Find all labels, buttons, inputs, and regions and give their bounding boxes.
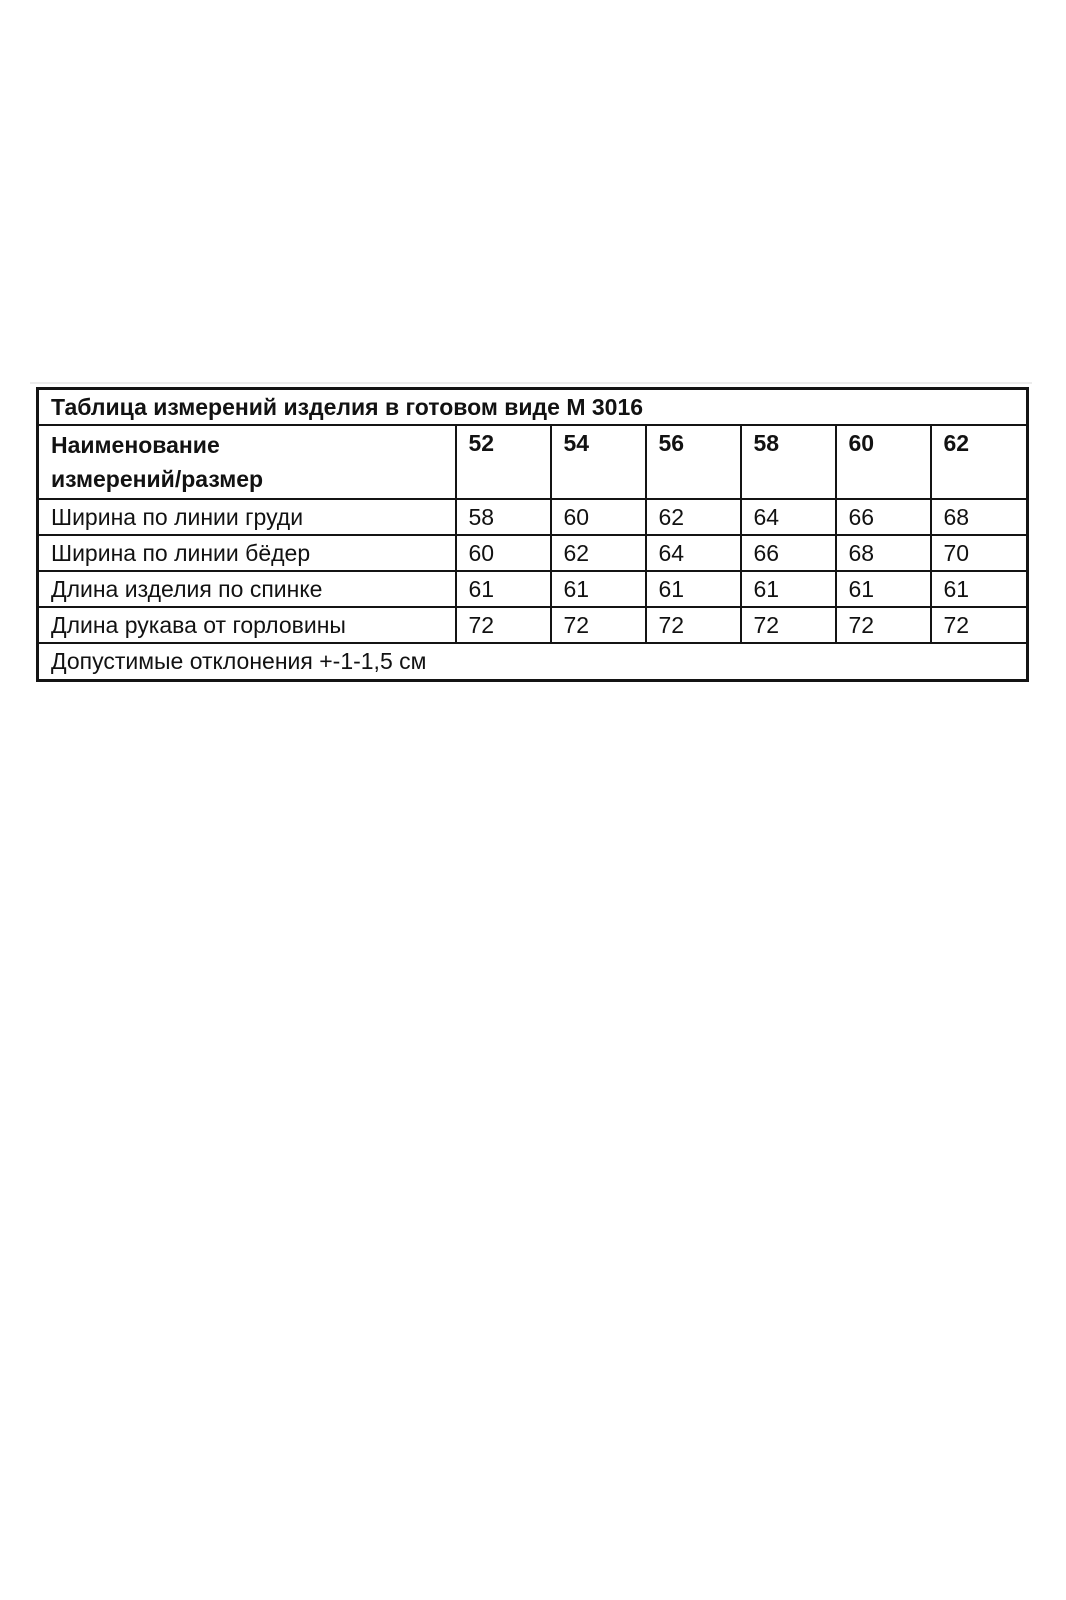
- table-cell: 72: [549, 606, 647, 644]
- table-cell: 60: [549, 498, 647, 536]
- row-label: Ширина по линии бёдер: [36, 534, 457, 572]
- header-size-62: 62: [929, 424, 1029, 500]
- scan-artifact-line: [30, 382, 1032, 384]
- header-size-52: 52: [454, 424, 552, 500]
- header-name-line1: Наименование: [51, 432, 220, 458]
- header-size-56: 56: [644, 424, 742, 500]
- row-label: Ширина по линии груди: [36, 498, 457, 536]
- table-cell: 72: [834, 606, 932, 644]
- table-cell: 60: [454, 534, 552, 572]
- table-title-row: Таблица измерений изделия в готовом виде…: [36, 387, 1029, 426]
- table-cell: 61: [644, 570, 742, 608]
- measurements-table: Таблица измерений изделия в готовом виде…: [36, 387, 1029, 682]
- table-cell: 58: [454, 498, 552, 536]
- table-cell: 61: [739, 570, 837, 608]
- table-footer-row: Допустимые отклонения +-1-1,5 см: [36, 642, 1029, 682]
- table-cell: 61: [929, 570, 1029, 608]
- table-cell: 72: [929, 606, 1029, 644]
- table-cell: 61: [834, 570, 932, 608]
- row-label: Длина изделия по спинке: [36, 570, 457, 608]
- header-name-column: Наименование измерений/размер: [36, 424, 457, 500]
- table-cell: 62: [549, 534, 647, 572]
- table-cell: 66: [739, 534, 837, 572]
- header-name-line2: измерений/размер: [51, 466, 264, 492]
- table-cell: 64: [739, 498, 837, 536]
- table-cell: 72: [739, 606, 837, 644]
- table-row-chest-width: Ширина по линии груди 58 60 62 64 66 68: [36, 498, 1029, 536]
- table-cell: 61: [549, 570, 647, 608]
- header-size-60: 60: [834, 424, 932, 500]
- table-row-sleeve-length: Длина рукава от горловины 72 72 72 72 72…: [36, 606, 1029, 644]
- table-cell: 70: [929, 534, 1029, 572]
- table-header-row: Наименование измерений/размер 52 54 56 5…: [36, 424, 1029, 500]
- table-row-back-length: Длина изделия по спинке 61 61 61 61 61 6…: [36, 570, 1029, 608]
- row-label: Длина рукава от горловины: [36, 606, 457, 644]
- table-cell: 62: [644, 498, 742, 536]
- table-cell: 68: [929, 498, 1029, 536]
- table-cell: 64: [644, 534, 742, 572]
- header-size-58: 58: [739, 424, 837, 500]
- tolerance-note: Допустимые отклонения +-1-1,5 см: [36, 642, 1029, 682]
- header-size-54: 54: [549, 424, 647, 500]
- table-cell: 72: [454, 606, 552, 644]
- table-cell: 66: [834, 498, 932, 536]
- table-cell: 68: [834, 534, 932, 572]
- table-cell: 72: [644, 606, 742, 644]
- table-title: Таблица измерений изделия в готовом виде…: [36, 387, 1029, 426]
- table-row-hip-width: Ширина по линии бёдер 60 62 64 66 68 70: [36, 534, 1029, 572]
- table-cell: 61: [454, 570, 552, 608]
